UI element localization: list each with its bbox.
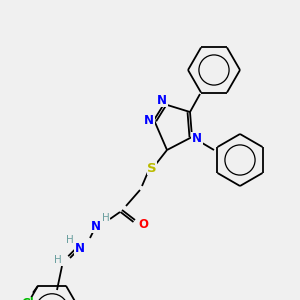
Text: O: O [138, 218, 148, 232]
Text: H: H [102, 213, 110, 223]
Text: N: N [157, 94, 167, 106]
Text: S: S [147, 161, 157, 175]
Text: H: H [54, 255, 62, 265]
Text: N: N [75, 242, 85, 254]
Text: N: N [91, 220, 101, 232]
Text: Cl: Cl [22, 297, 34, 300]
Text: N: N [144, 113, 154, 127]
Text: N: N [192, 133, 202, 146]
Text: H: H [66, 235, 74, 245]
